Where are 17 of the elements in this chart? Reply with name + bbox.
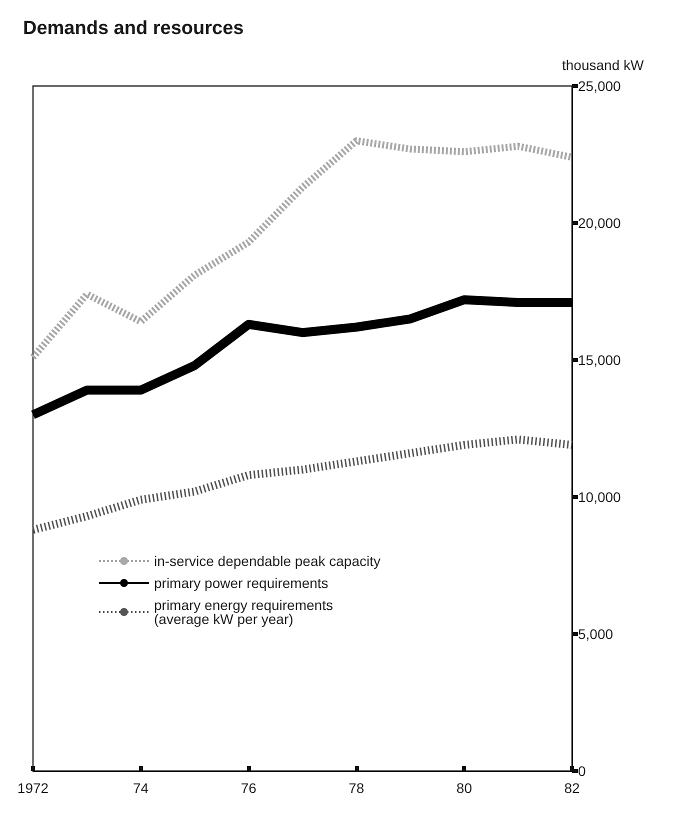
y-tick-label: 5,000: [578, 626, 614, 642]
y-tick-label: 10,000: [578, 489, 622, 505]
x-tick-label: 76: [240, 780, 257, 796]
x-tick-label: 80: [456, 780, 472, 796]
legend-label: in-service dependable peak capacity: [154, 553, 380, 569]
x-tick-label: 74: [133, 780, 149, 796]
y-tick-label: 25,000: [578, 78, 622, 94]
y-axis-title: thousand kW: [562, 57, 644, 73]
x-tick-label: 1972: [17, 780, 49, 796]
x-tick-label: 82: [564, 780, 580, 796]
y-tick-label: 0: [578, 763, 586, 779]
legend-label: primary energy requirements (average kW per year): [154, 597, 333, 627]
chart-title: Demands and resources: [23, 18, 244, 39]
x-tick-label: 78: [348, 780, 364, 796]
y-tick-label: 20,000: [578, 215, 622, 231]
y-tick-label: 15,000: [578, 352, 622, 368]
legend-label: primary power requirements: [154, 575, 328, 591]
